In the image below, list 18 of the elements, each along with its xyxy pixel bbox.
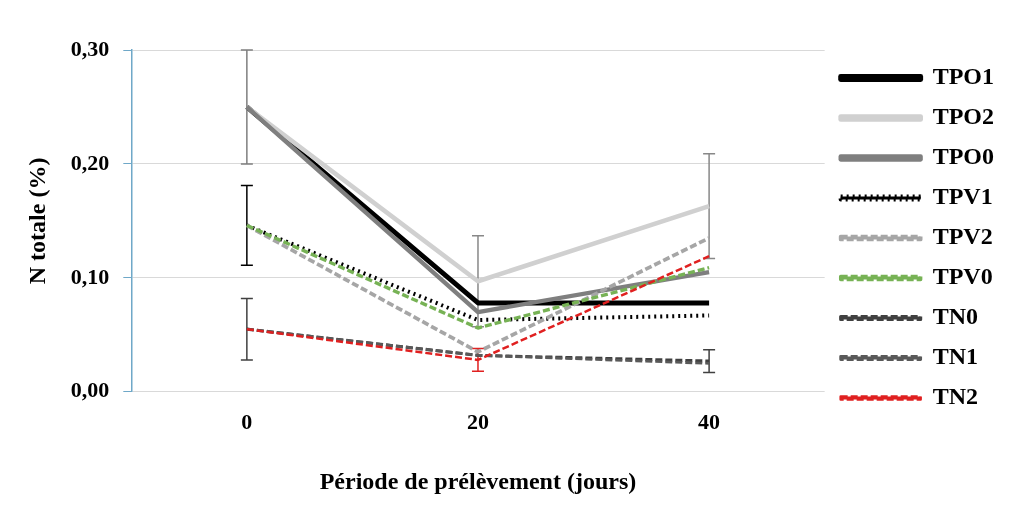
legend-label: TPO1: [932, 63, 995, 90]
legend-label: TPO2: [932, 103, 995, 130]
x-axis-title: Période de prélèvement (jours): [319, 467, 637, 494]
x-tick-label: 0: [241, 408, 253, 434]
y-axis-title: N totale (%): [23, 157, 50, 285]
x-tick-label: 20: [466, 408, 489, 434]
y-tick-label: 0,10: [70, 263, 110, 289]
legend-label: TN0: [932, 303, 979, 330]
y-tick-label: 0,20: [70, 149, 110, 175]
legend-label: TPV0: [932, 263, 993, 290]
x-tick-label: 40: [698, 408, 721, 434]
legend-label: TPO0: [932, 143, 995, 170]
legend-label: TPV2: [932, 223, 993, 250]
legend-label: TN1: [932, 343, 979, 370]
y-tick-label: 0,00: [70, 377, 110, 403]
legend-label: TPV1: [932, 183, 993, 210]
y-tick-label: 0,30: [70, 35, 110, 61]
legend-label: TN2: [932, 383, 979, 410]
